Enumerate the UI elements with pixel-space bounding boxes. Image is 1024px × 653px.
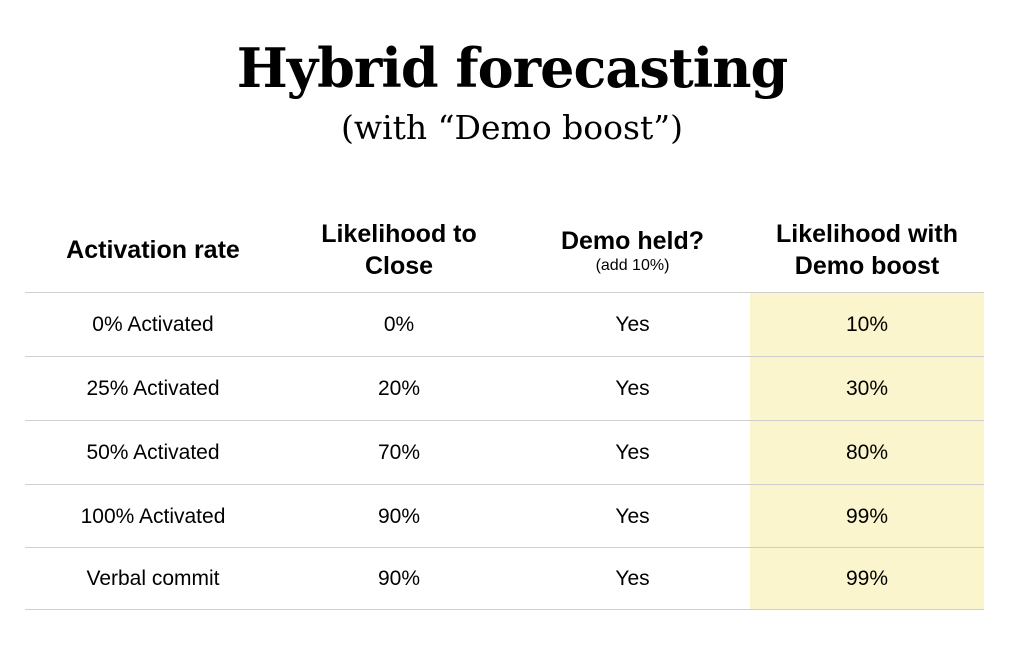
header-demo-held-line1: Demo held?	[560, 227, 705, 255]
table-row: 25% Activated 20% Yes 30%	[25, 357, 984, 420]
table-row: 50% Activated 70% Yes 80%	[25, 421, 984, 484]
header-activation-rate: Activation rate	[25, 214, 281, 286]
cell-demo-held: Yes	[615, 376, 650, 400]
header-activation-rate-line1: Activation rate	[66, 236, 240, 264]
header-likelihood-with-boost-line2: Demo boost	[794, 252, 940, 280]
cell-likelihood: 20%	[377, 376, 421, 400]
page-title: Hybrid forecasting	[236, 36, 788, 100]
cell-demo-held: Yes	[615, 312, 650, 336]
table-row: 0% Activated 0% Yes 10%	[25, 293, 984, 356]
cell-boosted-likelihood: 99%	[845, 504, 889, 528]
cell-demo-held: Yes	[615, 504, 650, 528]
table-bottom-border	[25, 609, 984, 610]
page-subtitle: (with “Demo boost”)	[341, 108, 683, 147]
table-divider	[25, 356, 984, 357]
cell-activation: 25% Activated	[86, 376, 220, 400]
header-likelihood-with-boost-line1: Likelihood with	[776, 220, 958, 248]
header-likelihood-to-close-line1: Likelihood to	[321, 220, 477, 248]
header-likelihood-with-boost: Likelihood with Demo boost	[750, 214, 984, 286]
table-divider	[25, 292, 984, 293]
cell-demo-held: Yes	[615, 440, 650, 464]
table-divider	[25, 484, 984, 485]
cell-activation: Verbal commit	[86, 566, 220, 590]
header-likelihood-to-close: Likelihood to Close	[283, 214, 515, 286]
table-divider	[25, 547, 984, 548]
cell-activation: 100% Activated	[80, 504, 226, 528]
header-likelihood-to-close-line2: Close	[364, 252, 434, 280]
cell-boosted-likelihood: 30%	[845, 376, 889, 400]
cell-boosted-likelihood: 80%	[845, 440, 889, 464]
header-demo-held: Demo held? (add 10%)	[515, 214, 750, 286]
cell-activation: 0% Activated	[92, 312, 214, 336]
cell-likelihood: 70%	[377, 440, 421, 464]
cell-demo-held: Yes	[615, 566, 650, 590]
cell-likelihood: 90%	[377, 566, 421, 590]
header-demo-held-note: (add 10%)	[595, 257, 670, 274]
cell-likelihood: 90%	[377, 504, 421, 528]
cell-boosted-likelihood: 10%	[845, 312, 889, 336]
table-row: 100% Activated 90% Yes 99%	[25, 485, 984, 548]
cell-activation: 50% Activated	[86, 440, 220, 464]
table-divider	[25, 420, 984, 421]
cell-boosted-likelihood: 99%	[845, 566, 889, 590]
cell-likelihood: 0%	[383, 312, 415, 336]
table-row: Verbal commit 90% Yes 99%	[25, 547, 984, 610]
boost-column-highlight	[750, 293, 984, 609]
forecast-table: Activation rate Likelihood to Close Demo…	[25, 0, 984, 653]
